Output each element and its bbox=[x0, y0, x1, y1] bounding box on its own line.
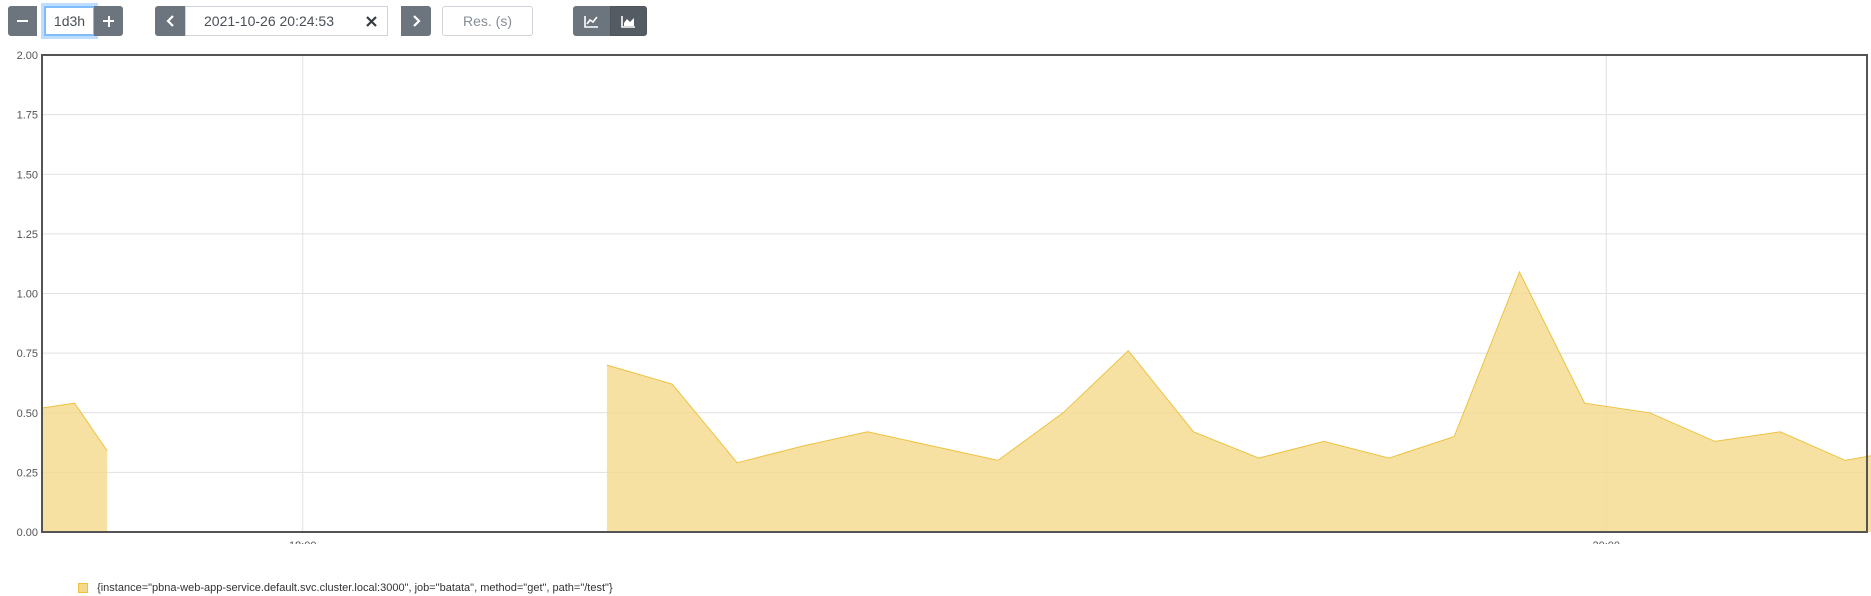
plus-icon bbox=[103, 15, 114, 27]
line-chart-icon bbox=[584, 15, 598, 28]
legend-swatch bbox=[78, 583, 88, 594]
series-line bbox=[41, 402, 108, 452]
next-time-button[interactable] bbox=[401, 6, 431, 36]
decrease-range-button[interactable] bbox=[8, 6, 37, 36]
x-tick-label: 18:00 bbox=[289, 540, 317, 544]
y-tick-label: 0.75 bbox=[17, 348, 38, 360]
stacked-chart-button[interactable] bbox=[610, 6, 647, 36]
range-input[interactable]: 1d3h bbox=[44, 6, 95, 36]
y-tick-label: 1.50 bbox=[17, 169, 38, 181]
previous-time-button[interactable] bbox=[155, 6, 186, 36]
minus-icon bbox=[17, 20, 28, 22]
plot-border bbox=[41, 54, 1868, 533]
clear-end-time-button[interactable] bbox=[355, 6, 388, 36]
series-area bbox=[606, 272, 1871, 532]
chevron-right-icon bbox=[413, 15, 421, 27]
line-chart-button[interactable] bbox=[573, 6, 610, 36]
area-chart-icon bbox=[621, 15, 635, 28]
y-tick-label: 2.00 bbox=[17, 50, 38, 62]
resolution-input[interactable]: Res. (s) bbox=[442, 6, 533, 36]
close-icon bbox=[366, 15, 377, 27]
x-tick-label: 20:00 bbox=[1593, 540, 1621, 544]
increase-range-button[interactable] bbox=[94, 6, 123, 36]
y-tick-label: 1.00 bbox=[17, 289, 38, 301]
y-tick-label: 0.50 bbox=[17, 408, 38, 420]
graph-area: 0.00 0.25 0.50 0.75 1.00 1.25 1.50 1.75 2.00 18:0… bbox=[0, 44, 1871, 544]
series-area bbox=[42, 403, 108, 532]
y-tick-label: 1.25 bbox=[17, 229, 38, 241]
y-tick-label: 0.00 bbox=[17, 527, 38, 539]
area-chart[interactable]: 0.00 0.25 0.50 0.75 1.00 1.25 1.50 1.75 2.00 18:0… bbox=[0, 44, 1871, 544]
end-time-input[interactable]: 2021-10-26 20:24:53 bbox=[185, 6, 388, 36]
y-tick-label: 0.25 bbox=[17, 467, 38, 479]
y-tick-label: 1.75 bbox=[17, 110, 38, 122]
legend-series-label[interactable]: {instance="pbna-web-app-service.default.… bbox=[97, 582, 613, 594]
chevron-left-icon bbox=[165, 15, 174, 27]
series-legend: {instance="pbna-web-app-service.default.… bbox=[78, 582, 613, 596]
graph-controls: 1d3h 2021-10-26 20:24:53 Res. (s) bbox=[0, 0, 1871, 44]
